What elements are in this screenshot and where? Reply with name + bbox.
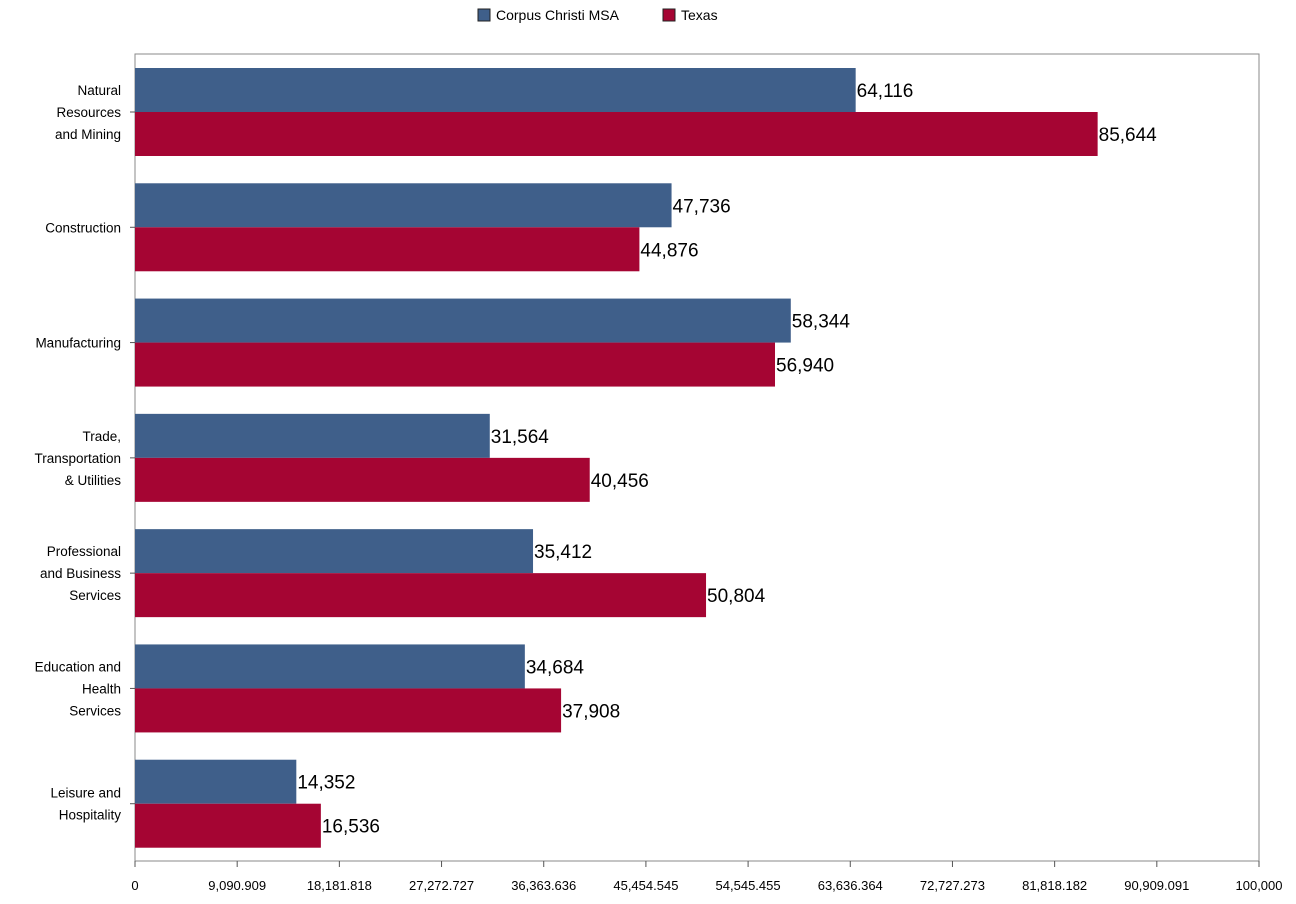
y-axis: Natural Resources and Mining Construction Ma… xyxy=(34,83,135,823)
category-label-3-1: Transportation xyxy=(34,451,121,466)
x-tick-label-7: 63,636.364 xyxy=(818,878,883,893)
x-tick-label-3: 27,272.727 xyxy=(409,878,474,893)
x-tick-label-4: 36,363.636 xyxy=(511,878,576,893)
data-label-corpus-christi-5: 34,684 xyxy=(526,657,585,678)
category-label-0-2: and Mining xyxy=(55,127,121,142)
legend-swatch-2 xyxy=(662,8,676,22)
x-tick-label-1: 9,090.909 xyxy=(208,878,266,893)
x-axis: 0 9,090.909 18,181.818 27,272.727 36,363.636… xyxy=(131,861,1283,893)
bar-texas-6 xyxy=(135,803,321,848)
category-label-5-1: Health xyxy=(82,681,121,696)
data-label-corpus-christi-0: 64,116 xyxy=(857,81,914,102)
bar-texas-4 xyxy=(135,573,707,618)
data-label-corpus-christi-6: 14,352 xyxy=(297,773,355,794)
legend: Corpus Christi MSA Texas xyxy=(477,7,718,23)
bar-corpus-christi-5 xyxy=(135,644,525,689)
data-label-corpus-christi-3: 31,564 xyxy=(491,427,550,448)
x-tick-label-8: 72,727.273 xyxy=(920,878,985,893)
x-tick-label-10: 90,909.091 xyxy=(1124,878,1189,893)
x-tick-label-9: 81,818.182 xyxy=(1022,878,1087,893)
bar-corpus-christi-4 xyxy=(135,529,534,574)
x-tick-label-6: 54,545.455 xyxy=(716,878,781,893)
data-label-texas-4: 50,804 xyxy=(707,586,766,607)
data-label-texas-0: 85,644 xyxy=(1099,125,1158,146)
bar-texas-3 xyxy=(135,457,590,502)
legend-label-1: Corpus Christi MSA xyxy=(496,7,620,23)
bar-texas-1 xyxy=(135,227,640,272)
data-label-texas-1: 44,876 xyxy=(640,240,698,261)
category-label-4-0: Professional xyxy=(47,544,121,559)
data-label-texas-3: 40,456 xyxy=(591,471,649,492)
bar-corpus-christi-0 xyxy=(135,68,856,112)
bar-corpus-christi-1 xyxy=(135,183,672,228)
category-label-5-0: Education and xyxy=(35,659,121,674)
data-label-corpus-christi-2: 58,344 xyxy=(792,312,851,333)
category-label-2-0: Manufacturing xyxy=(35,336,121,351)
bar-texas-2 xyxy=(135,342,776,387)
data-label-corpus-christi-1: 47,736 xyxy=(673,196,731,217)
category-label-6-1: Hospitality xyxy=(59,808,122,823)
bars-group xyxy=(135,68,1098,848)
category-label-4-2: Services xyxy=(69,588,121,603)
category-label-6-0: Leisure and xyxy=(50,786,121,801)
bar-corpus-christi-3 xyxy=(135,413,490,458)
category-label-3-0: Trade, xyxy=(82,429,121,444)
category-label-1-0: Construction xyxy=(45,220,121,235)
category-label-0-0: Natural xyxy=(77,83,121,98)
category-label-0-1: Resources xyxy=(56,105,121,120)
x-tick-label-2: 18,181.818 xyxy=(307,878,372,893)
category-label-3-2: & Utilities xyxy=(65,473,122,488)
category-label-5-2: Services xyxy=(69,703,121,718)
legend-label-2: Texas xyxy=(681,7,718,23)
data-labels-group: 64,116 85,644 47,736 44,876 58,344 56,940 31,5… xyxy=(297,81,1157,838)
data-label-texas-2: 56,940 xyxy=(776,356,834,377)
bar-texas-0 xyxy=(135,112,1098,156)
bar-texas-5 xyxy=(135,688,562,733)
bar-corpus-christi-2 xyxy=(135,298,791,343)
x-tick-label-0: 0 xyxy=(131,878,138,893)
x-tick-label-11: 100,000 xyxy=(1236,878,1283,893)
data-label-corpus-christi-4: 35,412 xyxy=(534,542,592,563)
category-label-4-1: and Business xyxy=(40,566,121,581)
legend-swatch-1 xyxy=(477,8,491,22)
x-tick-label-5: 45,454.545 xyxy=(613,878,678,893)
data-label-texas-5: 37,908 xyxy=(562,701,620,722)
data-label-texas-6: 16,536 xyxy=(322,817,380,838)
bar-corpus-christi-6 xyxy=(135,759,297,804)
